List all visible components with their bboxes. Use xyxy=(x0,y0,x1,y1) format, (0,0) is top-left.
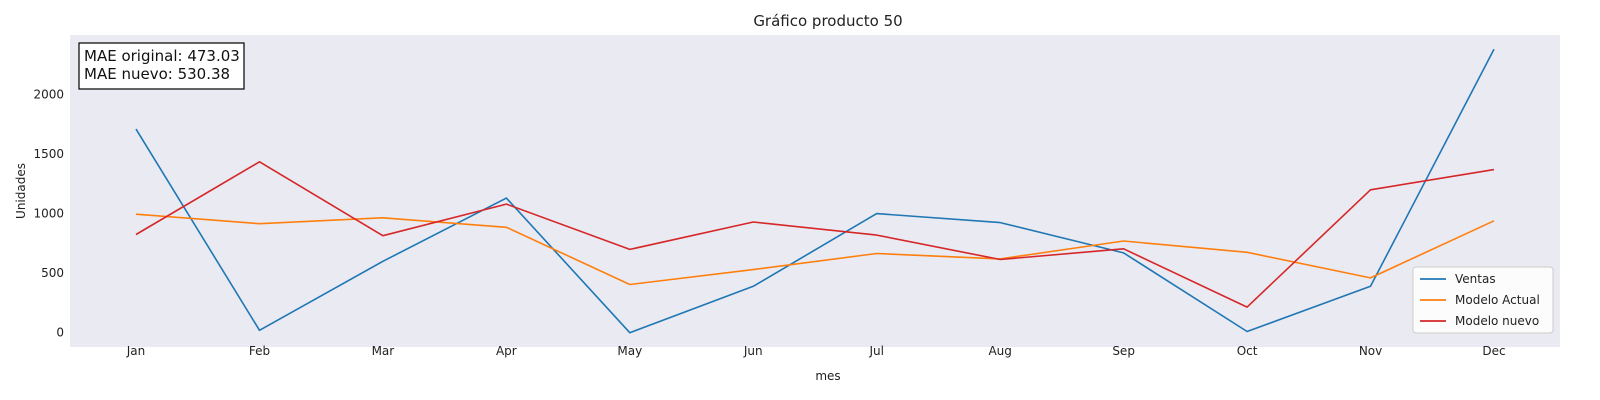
x-tick-label: Dec xyxy=(1482,344,1505,358)
x-axis-ticks: Jan Feb Mar Apr May Jun Jul Aug Sep Oct Nov Dec xyxy=(126,344,1506,358)
x-axis-label: mes xyxy=(815,369,840,383)
legend-label: Ventas xyxy=(1455,272,1496,286)
annotation-mae-original: MAE original: 473.03 xyxy=(84,47,240,65)
x-tick-label: Jul xyxy=(868,344,883,358)
x-tick-label: Jun xyxy=(743,344,763,358)
y-tick-label: 500 xyxy=(41,266,64,280)
mae-annotation: MAE original: 473.03 MAE nuevo: 530.38 xyxy=(78,42,245,90)
x-tick-label: Nov xyxy=(1359,344,1382,358)
x-tick-label: Jan xyxy=(126,344,146,358)
chart-title: Gráfico producto 50 xyxy=(753,12,902,30)
series-line-1 xyxy=(135,48,1495,334)
x-tick-label: Apr xyxy=(496,344,517,358)
y-tick-label: 0 xyxy=(56,326,64,340)
x-tick-label: Oct xyxy=(1237,344,1258,358)
annotation-mae-nuevo: MAE nuevo: 530.38 xyxy=(84,65,230,83)
x-tick-label: Mar xyxy=(372,344,395,358)
x-tick-label: Aug xyxy=(988,344,1011,358)
legend: Ventas Modelo Actual Modelo nuevo xyxy=(1412,266,1554,334)
x-tick-label: May xyxy=(617,344,642,358)
annotation-box xyxy=(78,42,245,90)
y-axis-ticks: 0 500 1000 1500 2000 xyxy=(33,88,64,340)
legend-box xyxy=(1412,266,1554,334)
plot-area xyxy=(70,35,1560,347)
x-tick-label: Sep xyxy=(1112,344,1135,358)
y-tick-label: 1500 xyxy=(33,147,64,161)
y-tick-label: 1000 xyxy=(33,207,64,221)
series-lines xyxy=(135,48,1495,334)
legend-label: Modelo Actual xyxy=(1455,293,1540,307)
y-axis-label: Unidades xyxy=(14,163,28,219)
series-line-2 xyxy=(135,213,1495,286)
y-tick-label: 2000 xyxy=(33,88,64,102)
series-line-3 xyxy=(135,161,1495,308)
x-tick-label: Feb xyxy=(249,344,270,358)
legend-label: Modelo nuevo xyxy=(1455,314,1539,328)
